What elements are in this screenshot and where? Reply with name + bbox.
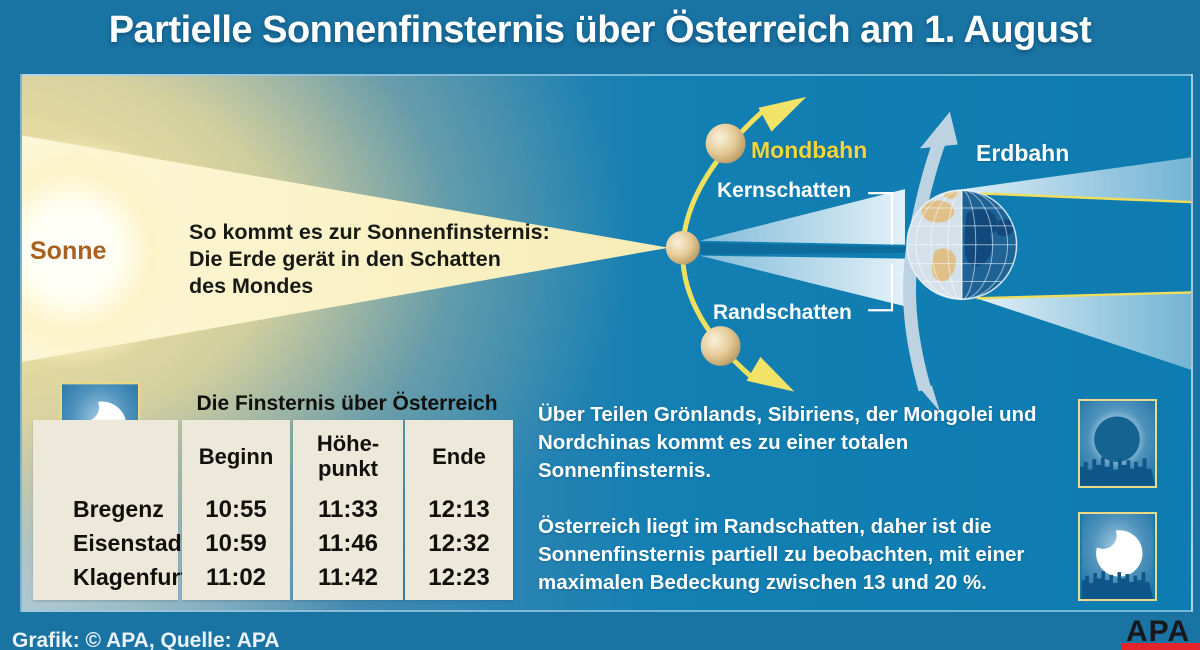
moon-orbit-label: Mondbahn [751,137,868,163]
table-cell: 10:59 [205,530,267,557]
table-cell: 12:23 [428,564,490,591]
tangent-ray-upper [948,190,1191,204]
moon-top [705,123,746,164]
column-header-peak-line2: punkt [318,456,378,481]
tangent-ray-lower [976,291,1191,300]
umbra-label: Kernschatten [717,179,852,202]
apa-logo-red-bar [1121,643,1200,650]
penumbra-lower-cone [699,255,905,307]
earth-orbit-label: Erdbahn [976,140,1070,166]
table-column-peak: Höhe- punkt 11:33 11:46 11:42 [293,420,403,600]
table-title: Die Finsternis über Österreich [196,392,498,415]
moon-orbit-arrow-bottom [746,356,795,392]
sun [22,134,190,369]
sun-beam [22,135,669,362]
table-cell: 11:33 [317,496,379,523]
table-column-end: Ende 12:13 12:32 12:23 [405,420,513,600]
note-total-eclipse: Über Teilen Grönlands, Sibiriens, der Mo… [538,403,1037,482]
apa-logo: APA [1126,615,1191,648]
penumbra-upper-cone [699,189,905,245]
umbra-bracket [868,192,894,245]
table-cell: 11:42 [317,564,379,591]
light-wedge-upper-right [948,157,1191,203]
partial-sun-disc [1096,530,1143,577]
city-skyline [1081,571,1154,599]
explainer-line-2: Die Erde gerät in den Schatten [189,247,501,271]
moon-bottom [700,326,741,366]
partial-eclipse-city-icon [1078,512,1157,601]
penumbra-bracket [868,263,894,312]
table-column-cities: Bregenz Eisenstadt Klagenfurt [33,420,189,600]
column-header-end: Ende [432,444,486,469]
table-cell: 12:13 [428,496,490,523]
table-cell: 12:32 [428,530,490,557]
light-wedge-lower-right [976,291,1191,370]
page-title: Partielle Sonnenfinsternis über Österrei… [108,9,1092,51]
credit-line: Grafik: © APA, Quelle: APA [12,629,280,650]
moon-eclipse [665,230,700,265]
city-skyline [1080,457,1155,486]
table-column-begin: Beginn 10:55 10:59 11:02 [182,420,290,600]
column-header-begin: Beginn [198,444,274,469]
column-header-peak-line1: Höhe- [316,431,380,456]
total-eclipse-city-icon [1078,399,1157,488]
umbra-cone [700,242,905,255]
sun-label: Sonne [30,237,107,265]
table-cell: 11:02 [205,564,267,591]
moon-orbit-arrow-top [758,96,807,132]
table-cell: 10:55 [205,496,267,523]
table-cell: 11:46 [317,530,379,557]
explainer-line-1: So kommt es zur Sonnenfinsternis: [189,220,550,244]
explainer-text: So kommt es zur Sonnenfinsternis: Die Er… [189,219,550,300]
note-partial-eclipse: Österreich liegt im Randschatten, daher … [538,515,1025,594]
table-row-city: Klagenfurt [73,564,188,590]
earth-globe [906,189,1018,301]
explainer-line-3: des Mondes [189,274,314,298]
penumbra-label: Randschatten [713,301,852,324]
covered-sun-disc [1094,416,1140,463]
table-row-city: Bregenz [73,496,164,522]
table-row-city: Eisenstadt [73,530,190,556]
